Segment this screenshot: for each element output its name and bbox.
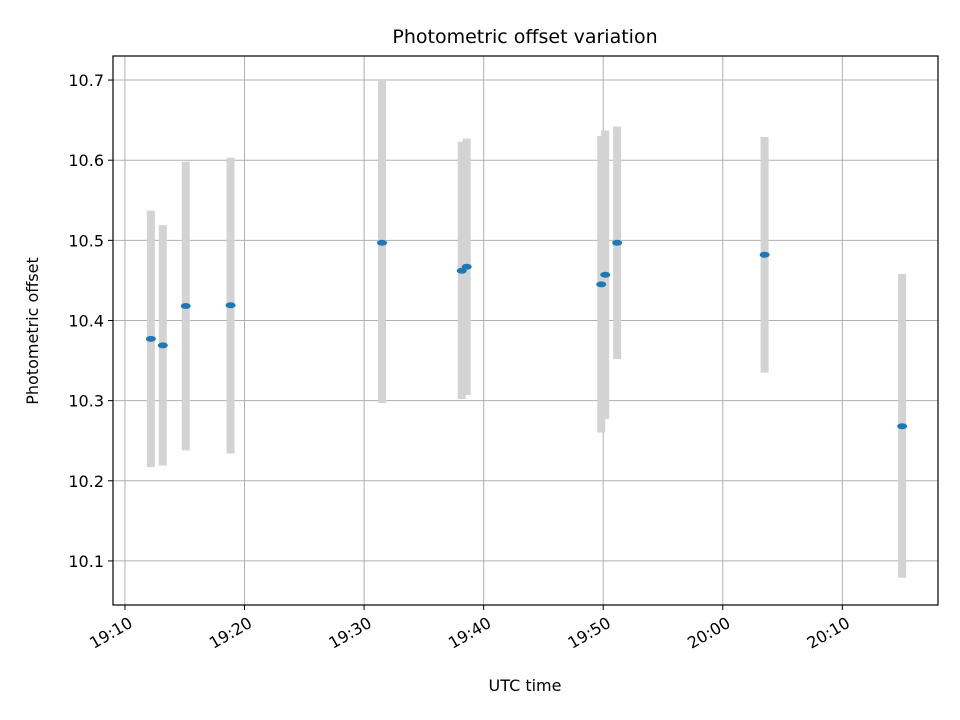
y-tick-label: 10.1 [68, 552, 104, 571]
x-tick-label: 19:30 [325, 613, 374, 653]
data-point [180, 303, 191, 310]
data-point [897, 423, 908, 430]
y-tick-label: 10.4 [68, 311, 104, 330]
x-tick-label: 19:20 [206, 613, 255, 653]
plot-frame [112, 55, 939, 606]
x-axis-label: UTC time [489, 676, 562, 695]
data-point [461, 263, 472, 270]
y-axis-label: Photometric offset [23, 257, 42, 405]
data-point [157, 342, 168, 349]
chart-title: Photometric offset variation [392, 26, 657, 48]
y-tick-label: 10.3 [68, 392, 104, 411]
x-tick-label: 19:50 [565, 613, 614, 653]
x-tick-label: 19:40 [445, 613, 494, 653]
data-point [596, 281, 607, 288]
x-tick-label: 20:10 [804, 613, 853, 653]
plot-area [113, 56, 938, 605]
data-point [225, 302, 236, 309]
y-tick-label: 10.2 [68, 472, 104, 491]
y-tick-label: 10.6 [68, 151, 104, 170]
data-point [145, 335, 156, 342]
x-tick-label: 19:10 [86, 613, 135, 653]
point-layer [145, 239, 908, 430]
y-axis: 10.1 10.2 10.3 10.4 10.5 10.6 10.7 [68, 71, 113, 571]
data-point [377, 239, 388, 246]
data-point [612, 239, 623, 246]
x-axis: 19:10 19:20 19:30 19:40 19:50 20:00 20:10 [86, 605, 853, 653]
data-point [759, 251, 770, 258]
data-point [600, 271, 611, 278]
y-tick-label: 10.7 [68, 71, 104, 90]
y-tick-label: 10.5 [68, 231, 104, 250]
x-tick-label: 20:00 [684, 613, 733, 653]
